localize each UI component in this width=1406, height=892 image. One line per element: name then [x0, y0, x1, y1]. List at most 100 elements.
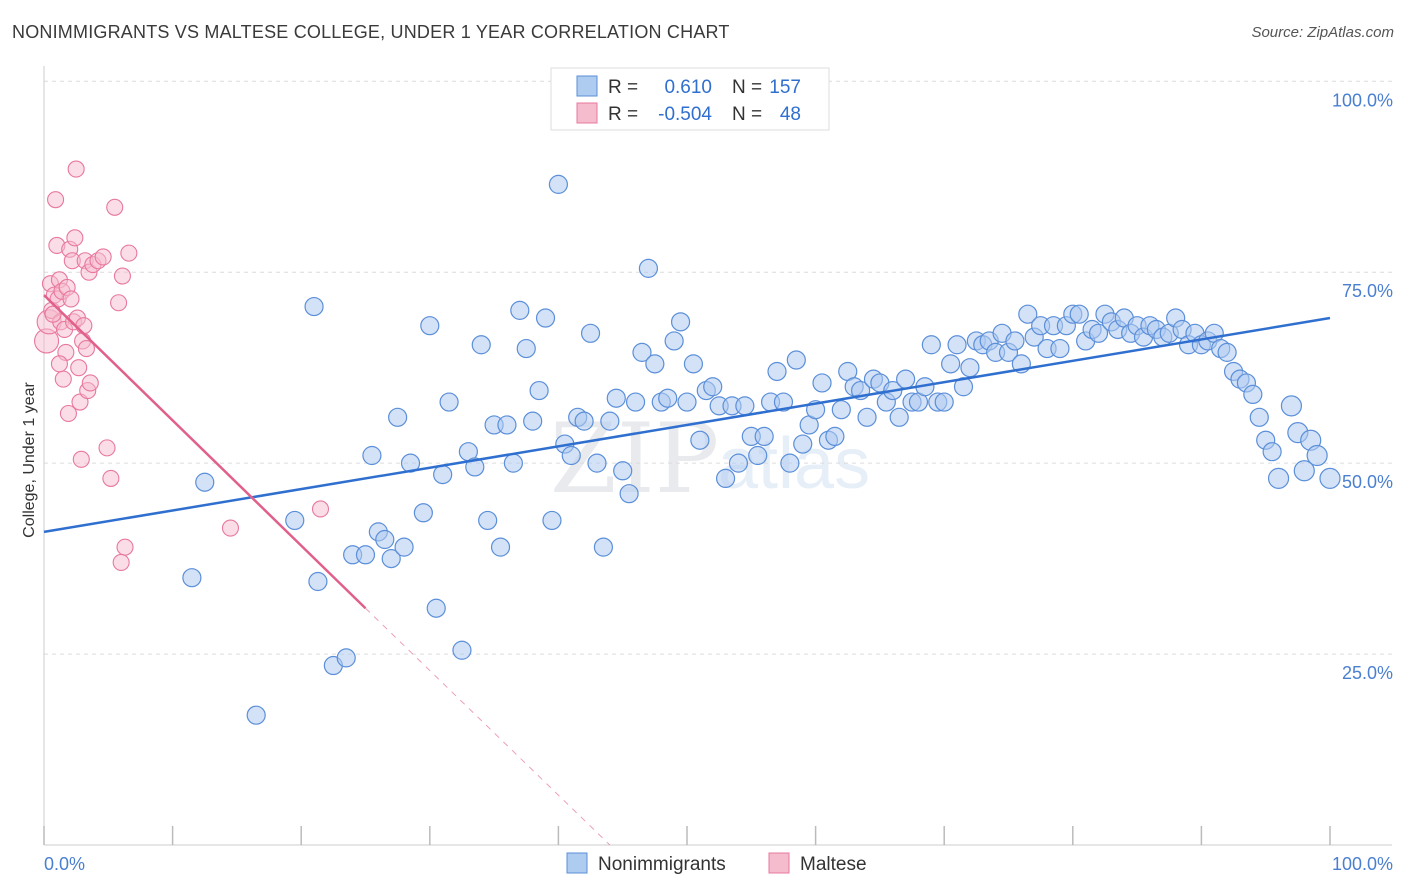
point-nonimmigrants-32 — [516, 338, 536, 359]
point-nonimmigrants-110 — [1018, 304, 1038, 324]
stats-swatch-maltese — [576, 102, 598, 124]
point-nonimmigrants-57 — [677, 392, 697, 412]
point-maltese-36 — [98, 439, 116, 457]
point-maltese-11 — [54, 370, 72, 388]
y-tick-label-25: 25.0% — [1342, 663, 1393, 683]
point-nonimmigrants-58 — [683, 354, 704, 374]
stats-r-value-maltese: -0.504 — [658, 104, 712, 125]
point-maltese-23 — [70, 359, 88, 377]
legend-label-nonimmigrants: Nonimmigrants — [598, 854, 726, 875]
y-tick-label-100: 100.0% — [1332, 90, 1393, 110]
point-nonimmigrants-30 — [503, 453, 523, 473]
stats-n-value-maltese: 48 — [780, 104, 801, 125]
point-maltese-27 — [75, 317, 93, 335]
point-nonimmigrants-20 — [433, 464, 453, 485]
point-maltese-38 — [106, 198, 124, 216]
point-maltese-21 — [67, 160, 85, 178]
point-nonimmigrants-1 — [195, 472, 215, 492]
gridlines — [44, 80, 1392, 655]
point-nonimmigrants-68 — [748, 445, 768, 466]
y-axis-label: College, Under 1 year — [21, 382, 38, 538]
point-nonimmigrants-45 — [600, 411, 620, 431]
point-nonimmigrants-61 — [703, 377, 723, 397]
point-nonimmigrants-141 — [1217, 342, 1237, 362]
point-maltese-17 — [62, 290, 80, 308]
point-nonimmigrants-18 — [420, 316, 440, 336]
point-nonimmigrants-63 — [715, 468, 736, 489]
point-nonimmigrants-4 — [304, 296, 324, 317]
point-nonimmigrants-56 — [670, 312, 691, 332]
point-nonimmigrants-154 — [1306, 444, 1328, 467]
point-nonimmigrants-91 — [896, 369, 916, 389]
point-nonimmigrants-65 — [728, 453, 749, 473]
point-maltese-41 — [116, 538, 134, 556]
y-tick-label-75: 75.0% — [1342, 281, 1393, 301]
point-nonimmigrants-42 — [580, 323, 601, 343]
stats-r-label-1: R = — [608, 77, 638, 98]
point-nonimmigrants-78 — [812, 373, 832, 393]
point-nonimmigrants-36 — [542, 510, 562, 531]
point-nonimmigrants-150 — [1280, 395, 1303, 417]
point-maltese-42 — [120, 244, 138, 262]
point-nonimmigrants-59 — [690, 430, 710, 450]
point-nonimmigrants-47 — [613, 461, 633, 481]
point-nonimmigrants-21 — [439, 392, 459, 412]
stats-legend: R = 0.610 N = 157 R = -0.504 N = 48 — [550, 67, 830, 131]
point-nonimmigrants-95 — [921, 335, 941, 355]
point-nonimmigrants-35 — [535, 308, 556, 328]
trend-lines — [43, 294, 1331, 846]
point-nonimmigrants-43 — [587, 453, 607, 473]
point-nonimmigrants-115 — [1050, 338, 1070, 359]
point-nonimmigrants-74 — [786, 350, 806, 370]
point-nonimmigrants-39 — [561, 445, 581, 466]
point-nonimmigrants-152 — [1293, 460, 1315, 482]
point-nonimmigrants-155 — [1319, 467, 1341, 490]
point-nonimmigrants-121 — [1088, 323, 1109, 343]
axes — [43, 66, 1392, 846]
point-nonimmigrants-17 — [413, 503, 433, 523]
point-maltese-15 — [59, 404, 77, 423]
source-label: Source: ZipAtlas.com — [1251, 24, 1394, 41]
point-nonimmigrants-29 — [497, 415, 517, 435]
point-nonimmigrants-101 — [960, 358, 980, 378]
trend-line-maltese — [43, 294, 367, 610]
point-nonimmigrants-72 — [773, 392, 794, 412]
trend-line-nonimmigrants — [43, 316, 1331, 534]
point-maltese-45 — [311, 500, 330, 518]
point-nonimmigrants-10 — [362, 445, 382, 466]
point-nonimmigrants-54 — [658, 388, 678, 408]
point-maltese-29 — [77, 340, 95, 358]
point-nonimmigrants-22 — [452, 640, 472, 660]
x-tick-label-100: 100.0% — [1332, 854, 1393, 874]
point-maltese-46 — [50, 355, 68, 373]
point-nonimmigrants-66 — [735, 396, 755, 416]
x-tick-labels: 0.0% 100.0% — [44, 854, 1393, 874]
stats-swatch-nonimmigrants — [576, 75, 598, 97]
point-maltese-25 — [72, 450, 90, 468]
point-nonimmigrants-46 — [606, 388, 626, 408]
point-nonimmigrants-13 — [381, 549, 401, 569]
stats-n-label-1: N = — [732, 77, 762, 98]
legend-label-maltese: Maltese — [800, 854, 867, 875]
point-nonimmigrants-145 — [1243, 384, 1263, 405]
point-maltese-35 — [94, 248, 112, 266]
point-maltese-39 — [110, 294, 128, 312]
point-nonimmigrants-81 — [831, 400, 851, 420]
point-maltese-47 — [44, 305, 62, 323]
point-nonimmigrants-108 — [1005, 331, 1025, 351]
stats-n-label-2: N = — [732, 104, 762, 125]
point-nonimmigrants-3 — [285, 510, 305, 531]
point-nonimmigrants-15 — [394, 537, 414, 557]
point-maltese-44 — [221, 519, 240, 537]
point-nonimmigrants-75 — [793, 434, 813, 454]
point-maltese-40 — [113, 267, 131, 285]
point-nonimmigrants-148 — [1262, 442, 1282, 462]
point-nonimmigrants-97 — [934, 392, 954, 412]
point-nonimmigrants-34 — [529, 380, 549, 401]
legend-swatch-maltese — [768, 852, 790, 874]
point-nonimmigrants-149 — [1267, 467, 1290, 490]
y-tick-labels: 100.0% 75.0% 50.0% 25.0% — [1332, 90, 1393, 683]
point-maltese-43 — [112, 553, 130, 571]
y-tick-label-50: 50.0% — [1342, 472, 1393, 492]
